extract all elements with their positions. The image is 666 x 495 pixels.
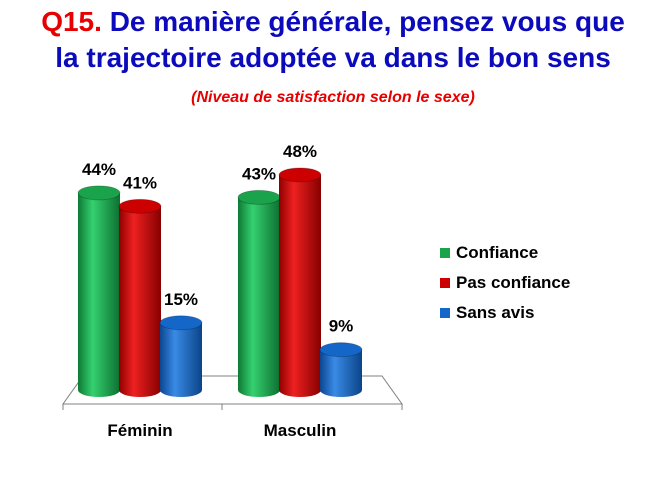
bar [319,342,363,397]
data-label: 41% [123,173,157,192]
legend-label: Pas confiance [456,273,571,292]
data-label: 15% [164,290,198,309]
bar [159,315,203,397]
bar-top [118,198,162,214]
legend-swatch [440,308,450,318]
bar-top [237,189,281,205]
bar-body [160,322,202,397]
legend-item-pas-confiance: Pas confiance [440,268,570,298]
bar [278,167,322,397]
chart-subtitle: (Niveau de satisfaction selon le sexe) [191,89,475,106]
bar [118,198,162,397]
bar-top [319,342,363,358]
bar [77,185,121,397]
bar-body [320,349,362,397]
legend-swatch [440,278,450,288]
title-line-1: De manière générale, pensez vous que [109,6,625,37]
data-label: 9% [329,317,354,336]
data-label: 43% [242,164,276,183]
legend-item-sans-avis: Sans avis [440,298,570,328]
bar-body [238,197,280,397]
category-label: Masculin [264,421,337,440]
chart-title: Q15. De manière générale, pensez vous qu… [0,4,666,76]
data-label: 44% [82,160,116,179]
bar-body [119,206,161,397]
bar-body [279,174,321,397]
bar-top [278,167,322,183]
bar-top [77,185,121,201]
category-label: Féminin [107,421,172,440]
legend-swatch [440,248,450,258]
title-line-2: la trajectoire adoptée va dans le bon se… [55,42,611,73]
question-number: Q15. [41,6,102,37]
legend-item-confiance: Confiance [440,238,570,268]
chart-legend: Confiance Pas confiance Sans avis [440,238,570,328]
legend-label: Confiance [456,243,539,262]
bar-top [159,315,203,331]
data-label: 48% [283,142,317,161]
bar [237,189,281,397]
bar-body [78,192,120,397]
legend-label: Sans avis [456,303,535,322]
